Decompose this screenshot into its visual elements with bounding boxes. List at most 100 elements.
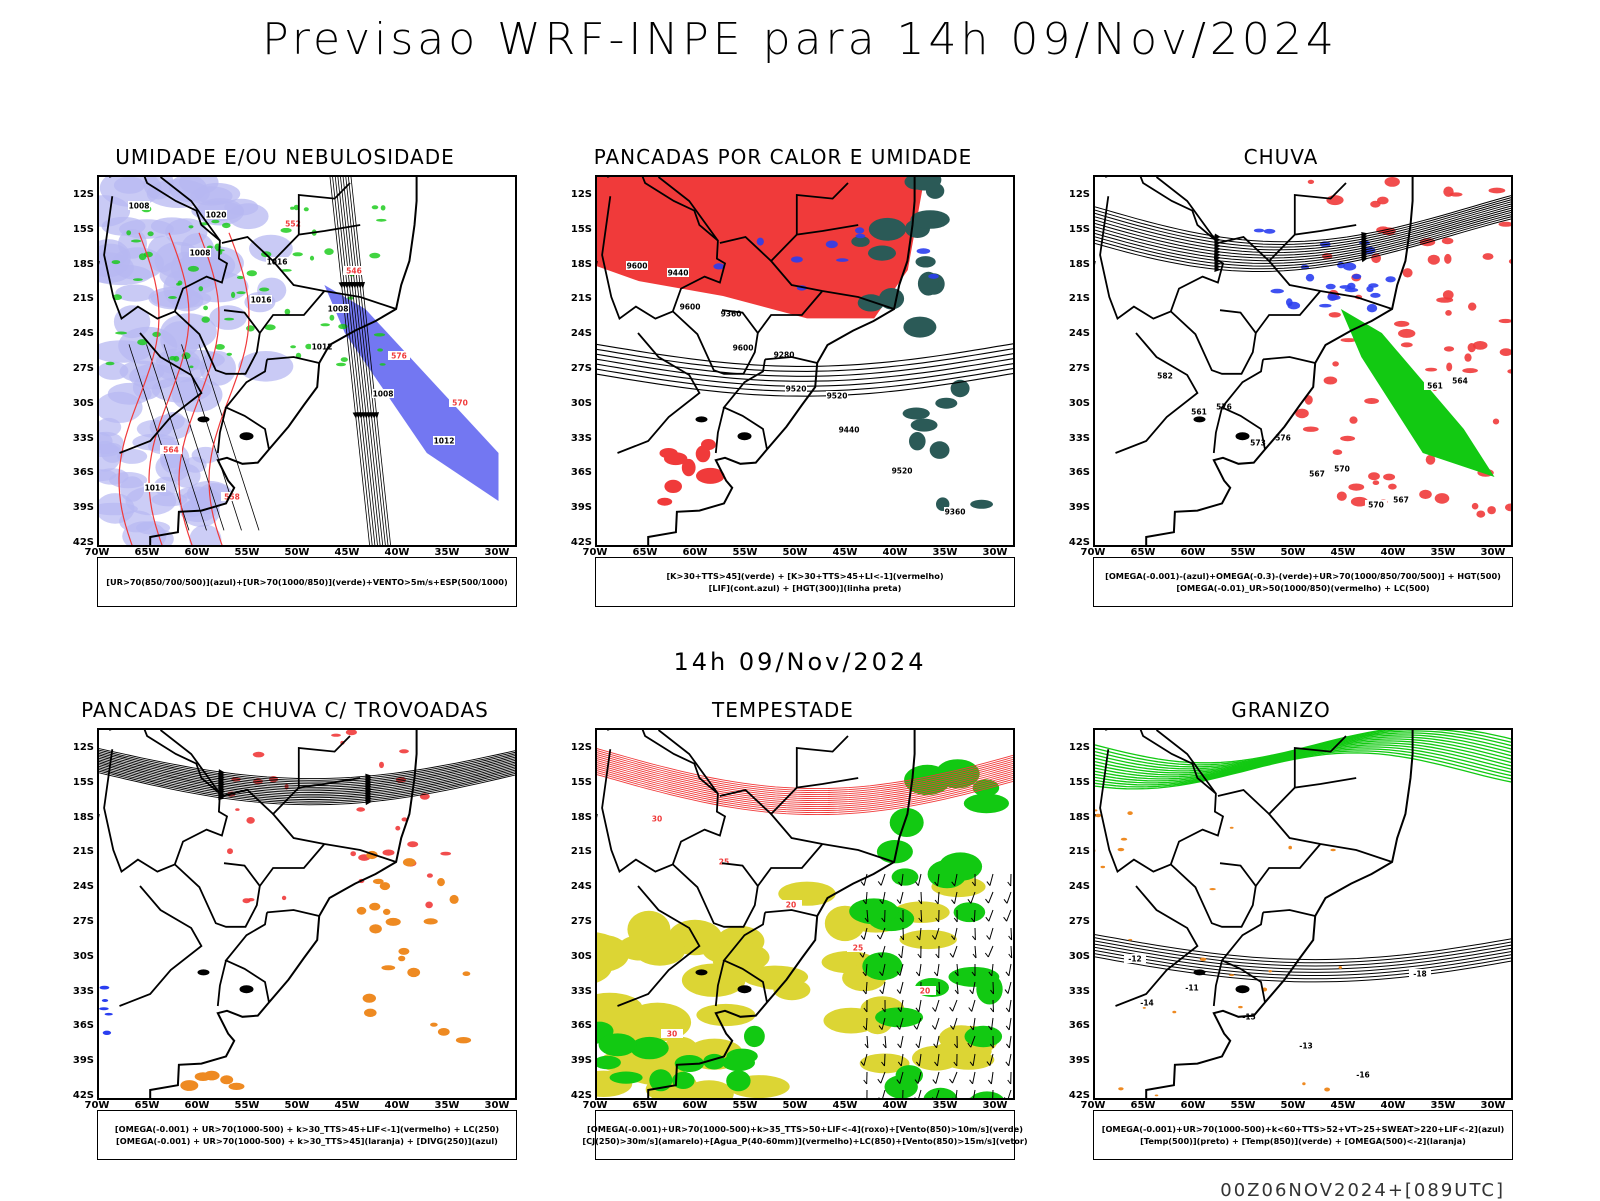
lif-contour-blue [856,234,866,238]
omega-ur-red-area [1326,195,1343,205]
contour-label: 20 [920,987,930,996]
omega-ur-red-area [1444,346,1454,351]
contour-label: 561 [1427,382,1443,391]
hgt-500-streamline [1095,195,1513,242]
lagoon-mirim [1236,985,1250,993]
humidity-850-700-500-area [155,453,190,482]
thunderstorm-orange-area [430,1023,438,1027]
thunderstorm-orange-area [398,956,405,962]
omega-500-orange [1095,814,1101,817]
omega-ur-red-area [1337,492,1347,501]
wind-850-vector [934,972,937,976]
wind-850-green-area [744,1026,765,1047]
omega-blue-area [1306,274,1314,282]
political-border [175,863,260,927]
wind-850-vector [1008,982,1011,994]
wind-850-green-area [954,902,986,922]
political-border [1295,183,1346,235]
political-border [765,357,817,363]
teal-instability-area [903,408,930,420]
latitude-tick-label: 18S [1054,812,1090,823]
contour-label: 20 [786,901,796,910]
omega-ur-red-area [1500,348,1513,356]
omega-blue-area [1385,276,1395,282]
wind-850-vector [989,910,993,921]
panel-title: TEMPESTADE [548,698,1018,722]
omega-500-orange [1164,1099,1170,1100]
omega-blue-area [1352,274,1361,279]
thunderstorm-red-area [346,730,357,735]
political-border [267,910,319,916]
legend-line: [OMEGA(-0.001) + UR>70(1000-500) + k>30_… [116,1135,498,1147]
lagoon-marker [197,416,209,422]
wind-850-vector [901,1036,903,1048]
wind-850-vector [880,990,883,994]
humidity-1000-850-area [281,228,292,233]
omega-500-orange [1288,846,1292,850]
thunderstorm-orange-area [456,1037,471,1043]
red-instability-area [701,439,716,450]
map-frame [97,728,517,1100]
thunderstorm-red-area [395,826,400,831]
panel-title: GRANIZO [1046,698,1516,722]
wind-850-vector [881,874,885,885]
panel-title: UMIDADE E/OU NEBULOSIDADE [50,145,520,169]
wind-850-green-area [892,868,919,885]
wind-850-vector [1009,1018,1011,1030]
latitude-tick-label: 12S [556,742,592,753]
omega-ur-red-area [1303,427,1319,432]
thunderstorm-red-area [253,752,265,758]
map-frame: -12-11-15-13-16-18-14 [1093,728,1513,1100]
lif-contour-blue [826,241,838,249]
latitude-tick-label: 30S [556,951,592,962]
wind-850-green-area [599,1033,637,1056]
thunderstorm-red-area [425,902,433,909]
wind-850-vector [882,1090,885,1100]
omega-ur-red-area [1443,187,1453,197]
wind-850-vector [916,972,919,976]
humidity-1000-850-area [247,270,257,276]
omega-ur-red-area [1383,474,1395,481]
humidity-1000-850-area [152,332,161,337]
latitude-tick-label: 36S [58,1020,94,1031]
thunderstorm-orange-area [204,1071,220,1081]
humidity-1000-850-area [211,220,219,224]
mid-title: 14h 09/Nov/2024 [0,648,1600,676]
humidity-850-700-500-area [115,285,154,302]
latitude-tick-label: 33S [556,986,592,997]
jet-yellow-area [900,930,957,949]
humidity-1000-850-area [227,353,232,356]
legend-box: [OMEGA(-0.001)+UR>70(1000-500)+k<60+TTS>… [1093,1110,1513,1160]
omega-ur-red-area [1308,180,1314,184]
latitude-tick-label: 36S [556,1020,592,1031]
humidity-1000-850-area [169,356,176,360]
political-border [716,407,724,453]
latitude-tick-label: 39S [556,1055,592,1066]
contour-label: 9520 [786,385,807,394]
legend-box: [OMEGA(-0.001) + UR>70(1000-500) + k>30_… [97,1110,517,1160]
temp-500-contour [1095,935,1513,960]
omega-500-orange [1238,1006,1243,1008]
latitude-tick-label: 39S [58,502,94,513]
wind-850-vector [953,1098,956,1100]
omega-500-orange [1339,966,1342,969]
omega-ur-red-area [1401,342,1413,347]
hgt-300-contour [597,353,1015,376]
wind-850-vector [952,900,955,904]
political-border [1263,910,1315,916]
omega-ur-red-area [1364,398,1379,404]
latitude-tick-label: 15S [556,224,592,235]
contour-label: 570 [1334,465,1350,474]
divergence-blue-area [102,999,108,1002]
omega-ur-red-area [1446,363,1452,372]
humidity-1000-850-area [222,223,231,228]
red-instability-area [657,498,672,506]
latitude-tick-label: 30S [58,951,94,962]
latitude-tick-label: 36S [58,467,94,478]
latitude-tick-label: 39S [556,502,592,513]
thunderstorm-orange-area [407,968,420,977]
contour-label: 1016 [145,484,166,493]
thunderstorm-red-area [356,807,365,811]
omega-ur-red-area [1333,449,1343,455]
